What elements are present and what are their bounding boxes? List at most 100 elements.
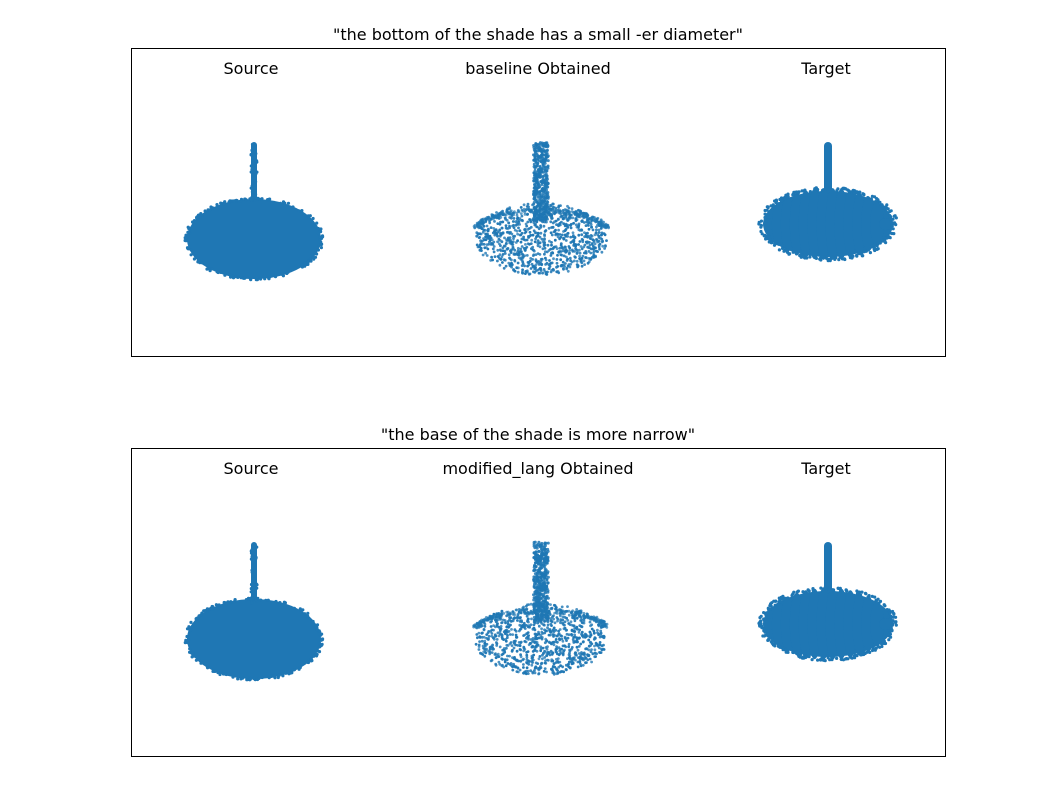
point bbox=[535, 142, 539, 146]
point bbox=[529, 210, 532, 214]
point bbox=[508, 633, 512, 636]
point bbox=[563, 620, 567, 624]
point bbox=[769, 604, 773, 609]
point bbox=[525, 238, 529, 242]
point bbox=[551, 247, 555, 251]
point bbox=[525, 254, 529, 257]
point bbox=[524, 671, 527, 675]
point bbox=[508, 241, 512, 245]
point bbox=[534, 190, 538, 194]
point bbox=[886, 207, 890, 211]
point bbox=[188, 628, 193, 632]
point bbox=[552, 662, 556, 665]
point bbox=[594, 220, 597, 224]
point bbox=[531, 258, 534, 261]
point bbox=[526, 261, 530, 264]
point bbox=[779, 595, 783, 599]
point bbox=[490, 242, 493, 245]
panel-2-subplot-1-label: Source bbox=[224, 459, 279, 478]
point bbox=[597, 633, 600, 637]
point bbox=[515, 213, 519, 217]
point bbox=[536, 268, 539, 272]
point bbox=[543, 241, 546, 244]
point bbox=[250, 568, 254, 572]
point bbox=[286, 670, 290, 674]
point bbox=[543, 238, 546, 242]
point bbox=[546, 620, 550, 624]
point bbox=[552, 257, 555, 261]
point bbox=[554, 647, 558, 651]
point bbox=[481, 230, 485, 234]
point bbox=[578, 657, 582, 661]
point bbox=[561, 609, 564, 613]
point bbox=[555, 258, 559, 261]
point bbox=[537, 232, 540, 235]
point bbox=[490, 632, 494, 635]
point bbox=[543, 199, 547, 203]
point bbox=[545, 670, 548, 674]
point bbox=[255, 583, 259, 587]
point bbox=[259, 277, 263, 281]
point bbox=[506, 620, 510, 623]
point bbox=[831, 588, 836, 592]
point bbox=[498, 645, 502, 649]
point bbox=[512, 235, 515, 238]
point bbox=[575, 610, 579, 614]
point bbox=[486, 232, 489, 236]
panel-1-frame bbox=[131, 48, 946, 357]
point bbox=[501, 231, 505, 235]
point bbox=[783, 197, 788, 201]
point bbox=[298, 607, 302, 611]
point bbox=[878, 200, 882, 204]
point bbox=[500, 226, 504, 230]
point bbox=[534, 253, 538, 256]
point bbox=[759, 229, 763, 234]
point bbox=[493, 633, 497, 637]
point bbox=[583, 632, 587, 636]
point bbox=[859, 653, 863, 657]
point bbox=[319, 227, 323, 231]
point bbox=[542, 669, 546, 673]
point bbox=[587, 257, 591, 260]
point bbox=[574, 247, 577, 251]
point bbox=[210, 267, 214, 271]
point bbox=[528, 259, 532, 263]
point bbox=[190, 625, 194, 629]
point bbox=[537, 624, 541, 628]
point bbox=[791, 250, 795, 254]
point bbox=[538, 141, 542, 145]
point bbox=[519, 608, 522, 612]
point bbox=[478, 236, 482, 239]
point bbox=[183, 641, 187, 645]
point bbox=[588, 243, 592, 247]
point bbox=[544, 595, 548, 599]
point bbox=[562, 267, 565, 270]
point bbox=[498, 242, 501, 246]
point bbox=[320, 637, 324, 641]
point bbox=[545, 148, 549, 152]
point bbox=[537, 636, 540, 640]
point bbox=[255, 586, 259, 590]
point bbox=[565, 632, 569, 636]
point bbox=[491, 247, 495, 251]
point bbox=[534, 632, 538, 636]
point bbox=[804, 655, 808, 660]
point bbox=[289, 671, 293, 675]
point bbox=[784, 650, 788, 654]
point bbox=[498, 222, 502, 226]
point bbox=[531, 254, 535, 258]
point bbox=[194, 617, 198, 621]
point bbox=[483, 238, 486, 242]
point bbox=[317, 650, 322, 654]
point bbox=[538, 585, 542, 589]
point bbox=[518, 623, 522, 627]
point bbox=[583, 657, 586, 661]
point bbox=[521, 260, 525, 264]
point bbox=[525, 269, 529, 273]
point bbox=[508, 624, 511, 628]
point bbox=[556, 217, 560, 221]
point bbox=[559, 211, 562, 215]
point bbox=[581, 663, 585, 667]
point bbox=[587, 638, 591, 642]
point bbox=[253, 179, 257, 183]
